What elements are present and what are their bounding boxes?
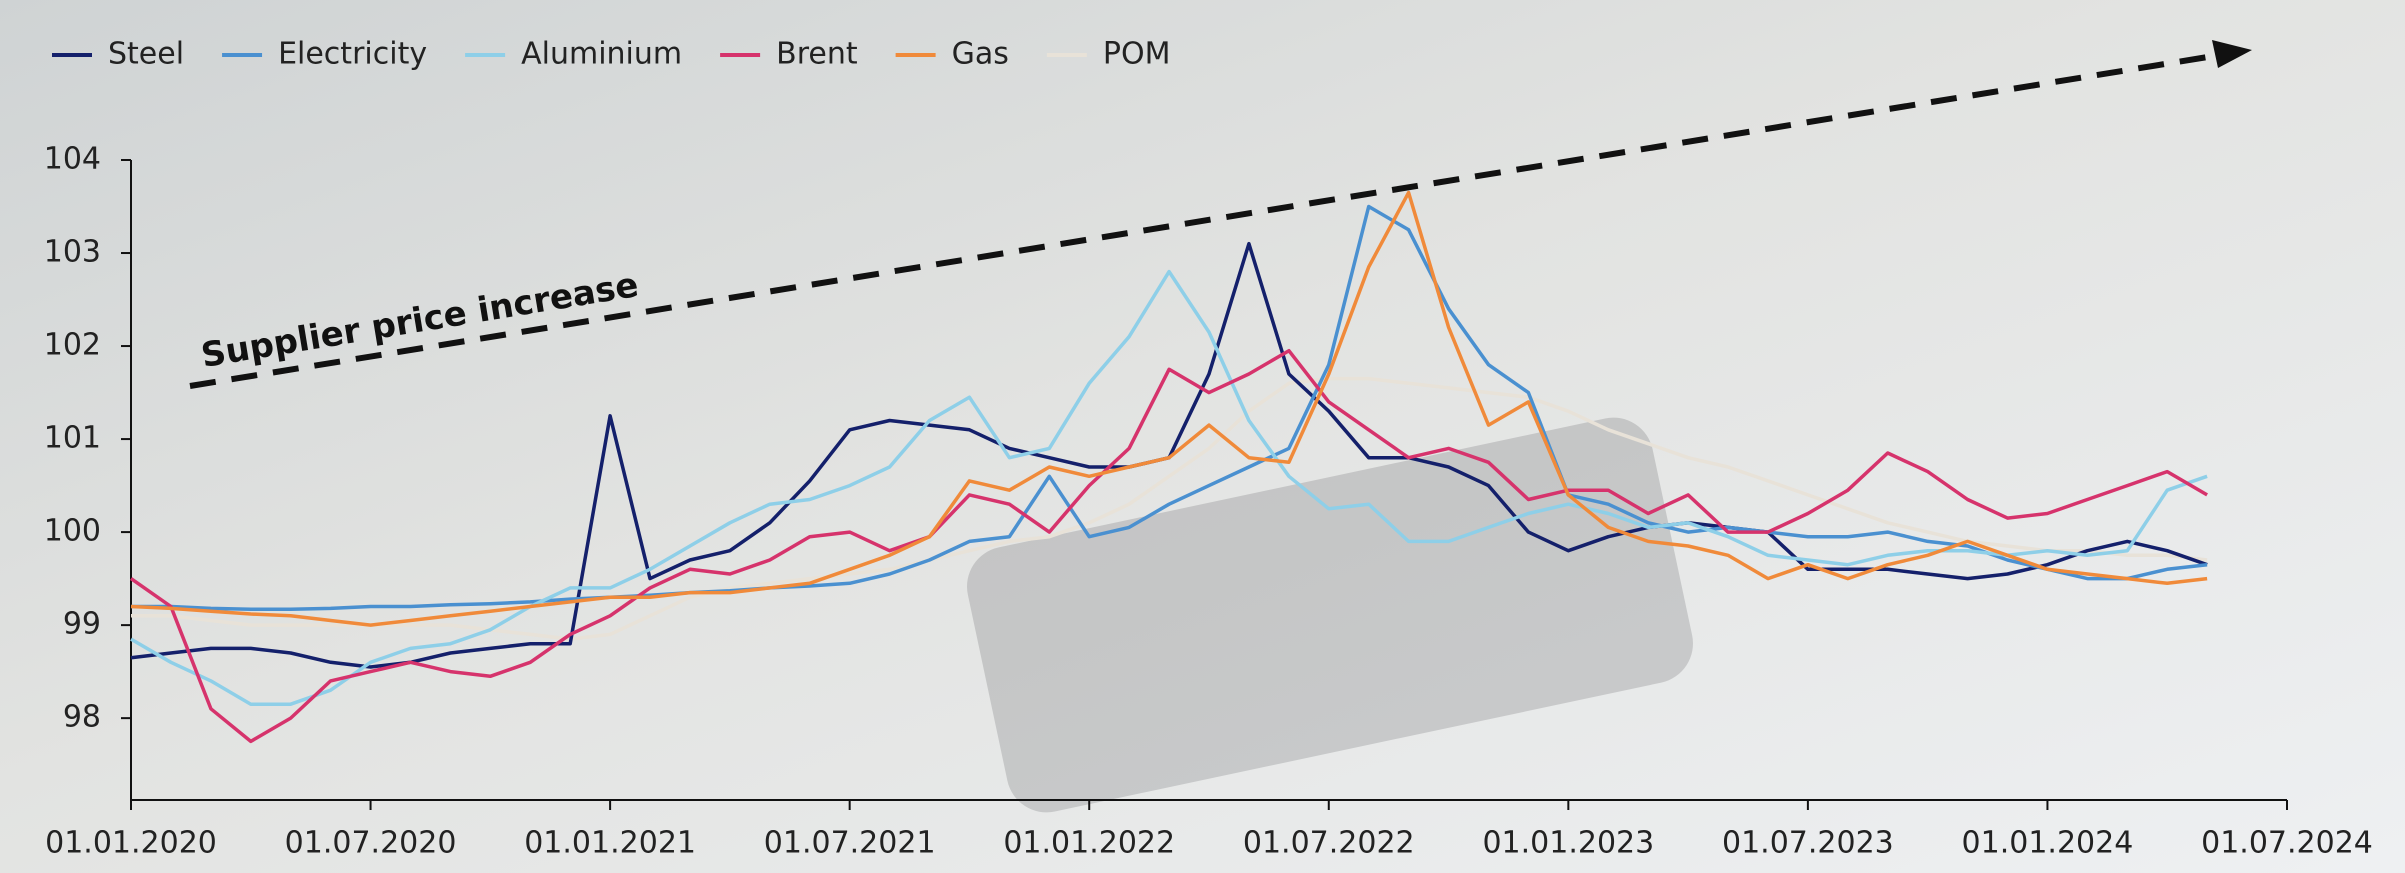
x-tick-label: 01.01.2024 [1962,826,2134,861]
arrow-head [2212,40,2252,68]
y-tick-label: 100 [44,514,101,549]
legend-label: Brent [776,37,858,72]
legend-label: Gas [952,37,1009,72]
y-tick-label: 98 [63,700,101,735]
series-line [129,348,2208,744]
x-tick-label: 01.07.2022 [1243,826,1415,861]
series-line [131,204,2208,612]
trend-arrow [189,52,2221,389]
x-tick-label: 01.01.2021 [524,826,696,861]
x-tick-label: 01.07.2024 [2201,826,2373,861]
x-tick-label: 01.01.2020 [45,826,217,861]
legend-label: Steel [108,37,184,72]
y-tick-label: 102 [44,328,101,363]
legend-label: Electricity [278,37,427,72]
x-tick-label: 01.01.2023 [1482,826,1654,861]
series-line [130,269,2208,706]
x-tick-label: 01.07.2021 [764,826,936,861]
y-tick-label: 101 [44,421,101,456]
x-tick-label: 01.07.2023 [1722,826,1894,861]
y-tick-label: 103 [44,235,101,270]
y-tick-label: 104 [44,142,101,177]
legend-label: Aluminium [521,37,682,72]
y-tick-label: 99 [63,607,101,642]
x-tick-label: 01.07.2020 [285,826,457,861]
legend-label: POM [1103,37,1171,72]
series-line [131,376,2208,641]
series-line [130,190,2208,627]
x-tick-label: 01.01.2022 [1003,826,1175,861]
